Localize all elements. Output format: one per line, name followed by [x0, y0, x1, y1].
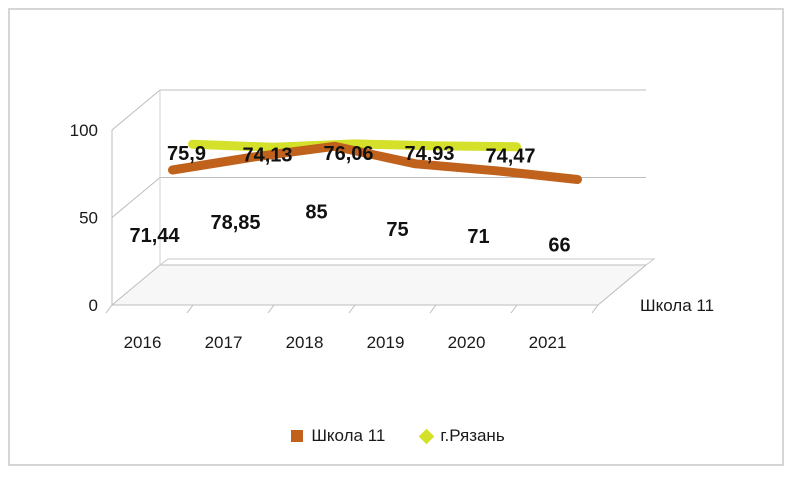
y-tick-label: 0 — [89, 296, 98, 315]
data-label-school-1: 78,85 — [210, 212, 260, 234]
series-line-0 — [168, 141, 582, 184]
data-point-0-4 — [495, 169, 498, 173]
data-point-0-3 — [414, 162, 417, 166]
chart-tick-labels: 0 50 100 2016 2017 2018 2019 2020 2021 — [70, 121, 567, 352]
data-label-school-3: 75 — [386, 219, 408, 241]
x-tick-label: 2017 — [205, 333, 243, 352]
data-label-school-4: 71 — [467, 226, 489, 248]
data-point-0-2 — [333, 144, 336, 148]
legend: Школа 11 г.Рязань — [0, 426, 796, 446]
data-point-1-2 — [353, 142, 356, 146]
floor-rim — [159, 258, 656, 266]
data-label-school-0: 71,44 — [129, 225, 180, 247]
data-point-0-1 — [252, 155, 255, 159]
x-tick-mark — [105, 304, 113, 314]
data-label-ryazan-2: 76,06 — [323, 143, 373, 165]
floor-plate — [110, 264, 648, 306]
y-tick-label: 50 — [79, 209, 98, 228]
legend-swatch-ryazan — [419, 428, 435, 444]
y-tick-label: 100 — [70, 121, 98, 140]
chart-series — [168, 139, 582, 184]
x-tick-mark — [348, 304, 356, 314]
chart-axes — [105, 90, 599, 314]
data-label-school-5: 66 — [548, 235, 570, 257]
data-point-1-3 — [434, 144, 437, 148]
data-point-0-5 — [576, 178, 579, 181]
data-label-ryazan-0: 75,9 — [167, 143, 206, 165]
legend-item-ryazan: г.Рязань — [419, 426, 505, 446]
x-tick-label: 2018 — [286, 333, 324, 352]
x-tick-label: 2021 — [529, 333, 567, 352]
x-tick-mark — [591, 304, 599, 314]
data-label-ryazan-3: 74,93 — [404, 143, 454, 165]
x-tick-label: 2016 — [124, 333, 162, 352]
x-tick-mark — [510, 304, 518, 314]
legend-label-ryazan: г.Рязань — [440, 426, 505, 445]
chart-frame — [8, 8, 784, 466]
data-point-0-0 — [171, 168, 174, 172]
depth-axis-label: Школа 11 — [640, 296, 714, 315]
grid-diagonal-50 — [111, 177, 161, 218]
legend-item-school: Школа 11 — [291, 426, 385, 446]
data-label-ryazan-1: 74,13 — [242, 144, 292, 166]
chart-floor — [110, 258, 656, 306]
legend-swatch-school — [291, 430, 304, 442]
data-point-1-0 — [191, 142, 194, 146]
data-point-1-1 — [272, 145, 275, 149]
x-tick-label: 2020 — [448, 333, 486, 352]
legend-label-school: Школа 11 — [311, 426, 386, 445]
x-tick-mark — [186, 304, 194, 314]
x-tick-mark — [429, 304, 437, 314]
data-label-ryazan-4: 74,47 — [485, 146, 535, 168]
data-label-school-2: 85 — [305, 201, 327, 223]
data-point-1-4 — [515, 145, 518, 149]
chart-data-labels: 71,44 78,85 85 75 71 66 75,9 74,13 76,06 74,93 74,… — [129, 143, 570, 257]
x-tick-label: 2019 — [367, 333, 405, 352]
x-tick-mark — [267, 304, 275, 314]
grid-diagonal-100 — [111, 89, 161, 131]
